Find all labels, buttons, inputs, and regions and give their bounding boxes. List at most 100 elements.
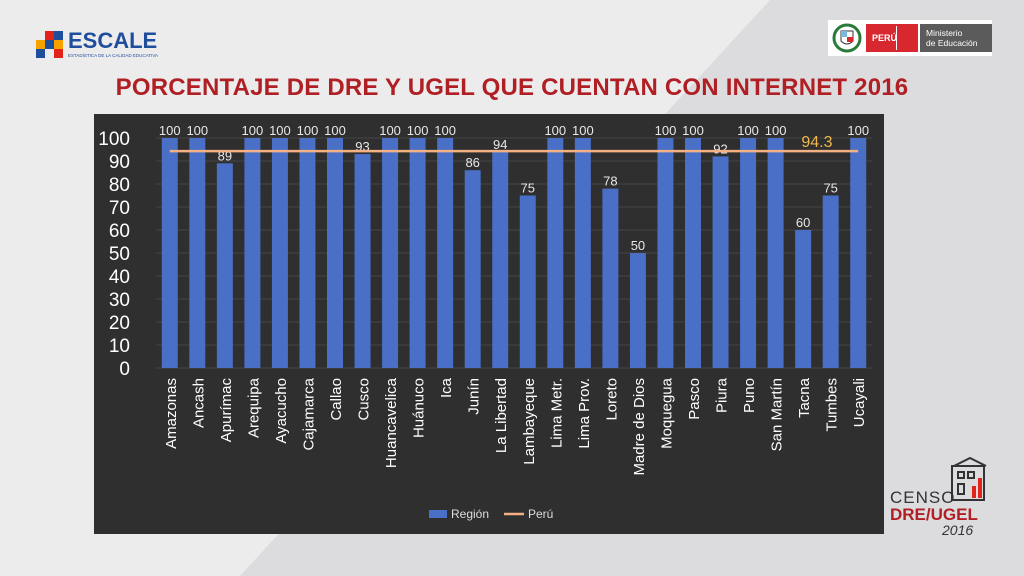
bar-value-label: 100	[159, 123, 181, 138]
x-tick-label: Pasco	[686, 378, 703, 420]
y-tick-label: 60	[109, 221, 130, 242]
legend-swatch-bar	[429, 510, 447, 518]
bar	[216, 163, 233, 368]
bar-value-label: 100	[242, 123, 264, 138]
bar	[519, 195, 536, 368]
bar-value-label: 100	[655, 123, 677, 138]
bar	[850, 138, 867, 368]
x-tick-label: Huancavelica	[383, 377, 400, 468]
x-tick-label: Ica	[438, 377, 455, 398]
bar-value-label: 100	[269, 123, 291, 138]
x-tick-label: Tumbes	[824, 378, 841, 432]
censo-year: 2016	[942, 522, 974, 538]
bar	[492, 151, 509, 368]
x-tick-label: Tacna	[796, 377, 813, 418]
bar-value-label: 75	[823, 181, 837, 196]
escale-logo: ESCALE ESTADÍSTICA DE LA CALIDAD EDUCATI…	[30, 24, 170, 64]
y-tick-label: 90	[109, 152, 130, 173]
peru-badge: PERÚ	[866, 24, 918, 52]
bar-value-label: 100	[544, 123, 566, 138]
ministry-line1: Ministerio	[926, 28, 963, 38]
bar-value-label: 94	[493, 137, 507, 152]
x-tick-label: Ayacucho	[273, 378, 290, 444]
y-tick-label: 0	[119, 359, 130, 380]
y-tick-label: 70	[109, 198, 130, 219]
x-tick-label: San Martín	[769, 378, 786, 451]
peru-label: PERÚ	[872, 33, 898, 43]
x-tick-label: Piura	[714, 377, 731, 413]
bar	[629, 253, 646, 368]
bar-value-label: 100	[682, 123, 704, 138]
x-tick-label: Arequipa	[245, 377, 262, 438]
bar-value-label: 100	[847, 123, 869, 138]
bar-value-label: 100	[765, 123, 787, 138]
censo-logo: CENSO DRE/UGEL 2016	[880, 452, 1004, 548]
bar	[271, 138, 288, 368]
bar	[574, 138, 591, 368]
bar	[740, 138, 757, 368]
bar	[795, 230, 812, 368]
legend-label-region: Región	[451, 507, 489, 521]
bar	[767, 138, 784, 368]
bar	[602, 188, 619, 368]
bar	[547, 138, 564, 368]
bar-value-label: 75	[521, 181, 535, 196]
bar	[382, 138, 399, 368]
bar	[685, 138, 701, 368]
bar-value-label: 100	[324, 123, 346, 138]
bar-value-label: 100	[572, 123, 594, 138]
ministry-line2: de Educación	[926, 38, 978, 48]
bar	[354, 154, 371, 368]
x-tick-label: Loreto	[603, 378, 620, 421]
bar-value-label: 50	[631, 238, 645, 253]
x-tick-label: Cusco	[356, 378, 373, 421]
y-tick-label: 30	[109, 290, 130, 311]
bar-value-label: 86	[465, 155, 479, 170]
bar	[822, 195, 839, 368]
bar-value-label: 100	[737, 123, 759, 138]
censo-line2: DRE/UGEL	[890, 505, 978, 524]
x-tick-label: Moquegua	[658, 377, 675, 449]
bar-value-label: 60	[796, 215, 810, 230]
y-tick-label: 80	[109, 175, 130, 196]
y-tick-label: 50	[109, 244, 130, 265]
bar	[327, 138, 343, 368]
bar-value-label: 100	[297, 123, 319, 138]
x-tick-label: Callao	[328, 378, 345, 421]
x-tick-label: Huánuco	[411, 378, 428, 438]
x-tick-label: Ancash	[190, 378, 207, 428]
y-tick-label: 40	[109, 267, 130, 288]
bar	[464, 170, 481, 368]
bar	[161, 138, 178, 368]
x-tick-label: Lambayeque	[521, 378, 538, 465]
x-tick-label: Apurímac	[218, 378, 235, 443]
bar	[299, 138, 316, 368]
x-tick-label: Madre de Dios	[631, 378, 648, 476]
chart-background	[94, 114, 884, 534]
reference-line-label: 94.3	[801, 134, 832, 151]
bar-value-label: 100	[434, 123, 456, 138]
escale-logo-text: ESCALE	[68, 28, 158, 53]
y-tick-label: 10	[109, 336, 130, 357]
coat-of-arms-icon	[832, 23, 862, 53]
x-tick-label: Lima Prov.	[576, 378, 593, 449]
bar	[409, 138, 426, 368]
bar-value-label: 100	[186, 123, 208, 138]
x-tick-label: Junín	[466, 378, 483, 415]
bar	[657, 138, 674, 368]
bar-value-label: 100	[407, 123, 429, 138]
x-tick-label: La Libertad	[493, 378, 510, 453]
y-tick-label: 100	[98, 129, 130, 150]
ministry-logo: PERÚ Ministerio de Educación	[828, 20, 992, 56]
x-tick-label: Cajamarca	[300, 377, 317, 450]
bar	[712, 156, 729, 368]
bar-value-label: 92	[713, 141, 727, 156]
bar	[189, 138, 206, 368]
bar	[437, 138, 454, 368]
ministry-name: Ministerio de Educación	[920, 24, 992, 52]
x-tick-label: Lima Metr.	[548, 378, 565, 448]
legend-label-peru: Perú	[528, 507, 553, 521]
bar	[244, 138, 261, 368]
bar-value-label: 100	[379, 123, 401, 138]
